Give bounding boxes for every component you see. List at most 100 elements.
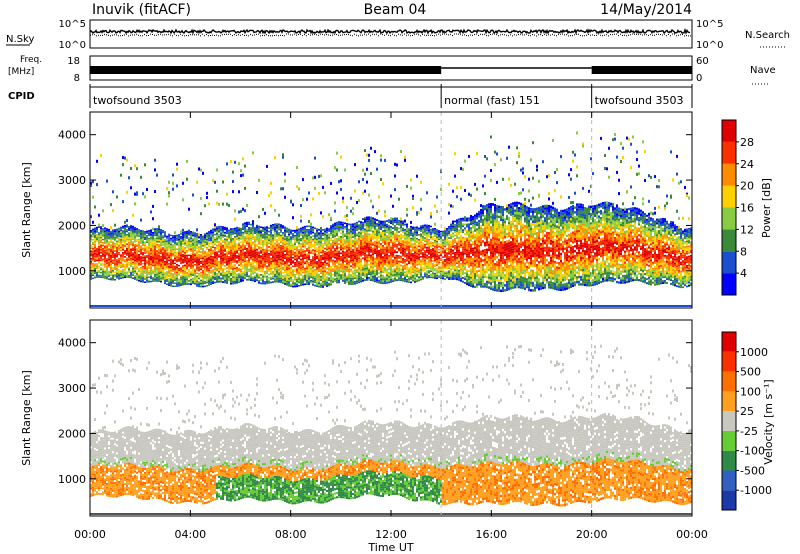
power-cell (304, 252, 306, 254)
power-cell (144, 247, 146, 250)
power-cell (262, 276, 264, 278)
power-cell (154, 262, 156, 265)
power-cell (250, 241, 252, 243)
power-cell (350, 254, 352, 257)
power-cell (330, 278, 332, 281)
nsearch-tick-bottom: 10^0 (696, 40, 723, 51)
power-cell (372, 262, 374, 265)
power-cell (366, 226, 368, 228)
power-cell (334, 255, 336, 257)
date-title: 14/May/2014 (600, 2, 692, 18)
power-cell (142, 253, 144, 256)
power-cell (108, 243, 110, 246)
power-cell (214, 238, 216, 241)
power-cell (276, 252, 278, 255)
power-cell (124, 263, 126, 266)
power-cell (148, 254, 150, 257)
power-cell (164, 273, 166, 275)
power-cell (320, 267, 322, 269)
power-cell (320, 229, 322, 231)
power-cell (94, 205, 96, 209)
power-cell (198, 284, 200, 286)
power-cell (220, 280, 222, 283)
power-cell (260, 248, 262, 251)
power-cell (284, 278, 286, 280)
power-cell (260, 243, 262, 246)
power-cell (286, 244, 288, 247)
power-cell (310, 274, 312, 277)
power-cell (358, 261, 360, 263)
power-cell (228, 266, 230, 268)
power-cell (198, 260, 200, 262)
power-cell (378, 242, 380, 245)
power-cell (208, 272, 210, 275)
power-cell (286, 231, 288, 233)
power-cell (288, 274, 290, 277)
power-cell (194, 233, 196, 236)
power-cell (144, 263, 146, 265)
power-cell (334, 273, 336, 275)
power-cell (232, 233, 234, 235)
power-cell (218, 240, 220, 243)
power-cell (260, 263, 262, 266)
power-cell (338, 275, 340, 278)
power-cell (108, 278, 110, 280)
power-cell (266, 270, 268, 273)
power-cell (338, 254, 340, 256)
power-cell (372, 275, 374, 278)
nsky-panel-frame (89, 19, 693, 49)
power-cell (376, 266, 378, 268)
power-cell (134, 254, 136, 257)
power-cell (98, 259, 100, 262)
power-cell (400, 150, 402, 153)
power-cell (354, 271, 356, 274)
power-cell (376, 228, 378, 231)
power-cell (260, 238, 262, 240)
power-cell (184, 280, 186, 282)
power-cell (316, 235, 318, 237)
power-cell (292, 251, 294, 254)
power-cell (122, 227, 124, 229)
power-cell (266, 251, 268, 254)
power-cell (116, 246, 118, 249)
power-cell (262, 282, 264, 285)
power-cell (380, 278, 382, 281)
power-cell (310, 250, 312, 252)
power-cell (106, 249, 108, 251)
power-cell (138, 243, 140, 245)
power-cell (100, 276, 102, 278)
power-cell (166, 260, 168, 262)
power-cell (108, 272, 110, 274)
power-cell (234, 264, 236, 266)
power-cell (202, 235, 204, 238)
power-cell (162, 258, 164, 260)
power-cell (236, 273, 238, 276)
power-cell (290, 261, 292, 264)
power-cell (398, 260, 400, 263)
power-cell (148, 239, 150, 241)
power-cell (370, 146, 372, 150)
power-cell (150, 271, 152, 273)
power-cell (270, 281, 272, 284)
power-cell (154, 273, 156, 276)
power-cell (300, 282, 302, 285)
power-cell (290, 263, 292, 266)
power-cell (148, 245, 150, 247)
power-cell (110, 278, 112, 281)
power-cell (382, 222, 384, 225)
power-cell (374, 278, 376, 281)
power-cell (116, 228, 118, 231)
power-cell (302, 228, 304, 231)
power-cell (326, 285, 328, 287)
power-cell (144, 261, 146, 263)
power-cell (306, 281, 308, 284)
power-cell (178, 241, 180, 244)
power-cell (122, 225, 124, 228)
power-cell (164, 276, 166, 278)
power-cell (106, 243, 108, 245)
power-cell (366, 216, 368, 219)
power-cell (394, 217, 396, 220)
power-cell (192, 193, 194, 197)
power-cell (370, 258, 372, 261)
power-cell (106, 270, 108, 272)
